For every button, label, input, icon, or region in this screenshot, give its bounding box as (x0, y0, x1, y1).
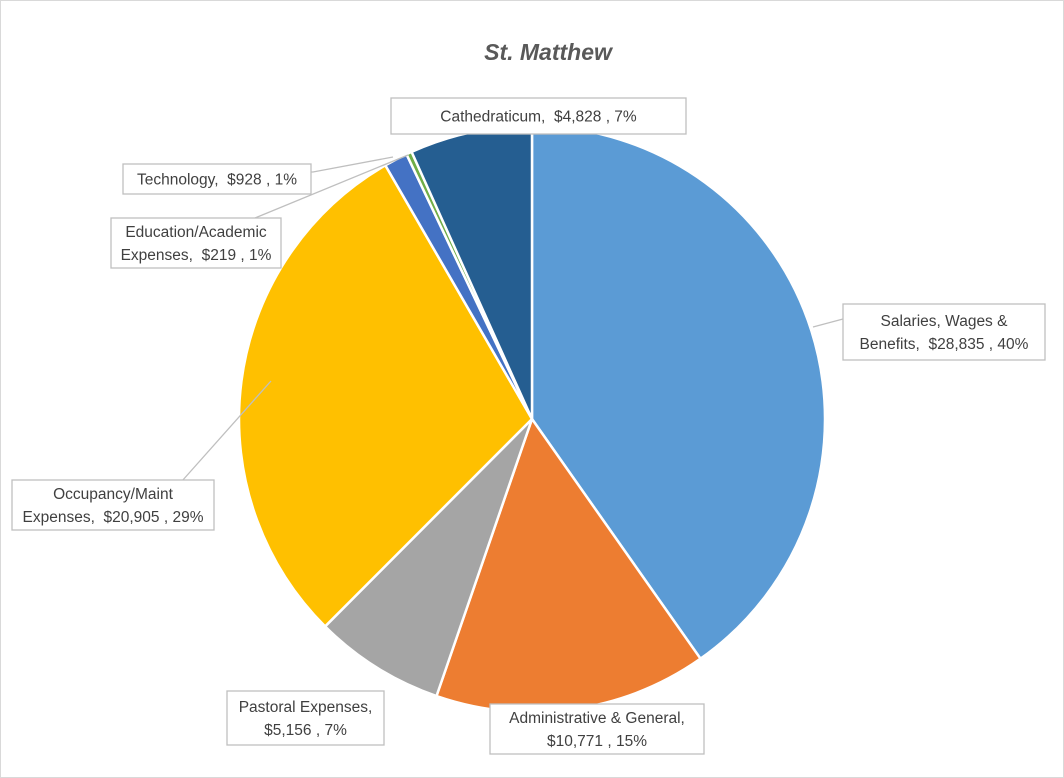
data-label-pastoral-expenses: Pastoral Expenses, $5,156 , 7% (226, 690, 385, 746)
data-label-text: Expenses, $20,905 , 29% (23, 509, 204, 526)
data-label-box (489, 703, 705, 755)
leader-line-occupancy-maint-expenses (181, 380, 272, 482)
pie-slice-pastoral-expenses (323, 418, 534, 698)
data-label-text: Administrative & General, (509, 710, 685, 727)
data-label-text: Technology, $928 , 1% (137, 172, 297, 189)
data-label-box (390, 97, 687, 135)
data-label-text: $10,771 , 15% (547, 733, 647, 750)
data-label-cathedraticum: Cathedraticum, $4,828 , 7% (390, 97, 687, 135)
leader-lines (181, 154, 844, 482)
data-label-technology: Technology, $928 , 1% (122, 163, 312, 195)
data-label-box (122, 163, 312, 195)
data-label-text: Education/Academic (125, 224, 267, 241)
data-label-box (110, 217, 282, 269)
data-label-box (842, 303, 1046, 361)
data-label-text: Pastoral Expenses, (239, 699, 373, 716)
leader-line-education-academic-expenses (254, 154, 409, 219)
pie-slice-salaries-wages-benefits (530, 124, 827, 661)
data-label-text: Salaries, Wages & (881, 313, 1009, 330)
data-label-text: Expenses, $219 , 1% (121, 247, 272, 264)
data-label-text: Benefits, $28,835 , 40% (860, 336, 1029, 353)
data-label-education-academic-expenses: Education/Academic Expenses, $219 , 1% (110, 217, 282, 269)
data-label-text: $5,156 , 7% (264, 722, 347, 739)
data-label-box (11, 479, 215, 531)
pie-slice-occupancy-maint-expenses (237, 163, 534, 629)
data-label-salaries-wages-benefits: Salaries, Wages & Benefits, $28,835 , 40% (842, 303, 1046, 361)
leader-line-technology (311, 156, 394, 173)
data-label-administrative-general: Administrative & General, $10,771 , 15% (489, 703, 705, 755)
data-label-text: Cathedraticum, $4,828 , 7% (440, 109, 637, 126)
chart-title: St. Matthew (484, 39, 614, 65)
data-label-occupancy-maint-expenses: Occupancy/Maint Expenses, $20,905 , 29% (11, 479, 215, 531)
pie-slices (237, 124, 827, 714)
data-label-box (226, 690, 385, 746)
data-labels: Salaries, Wages & Benefits, $28,835 , 40%… (11, 97, 1046, 755)
data-label-text: Occupancy/Maint (53, 486, 173, 503)
leader-line-salaries-wages-benefits (812, 318, 844, 328)
